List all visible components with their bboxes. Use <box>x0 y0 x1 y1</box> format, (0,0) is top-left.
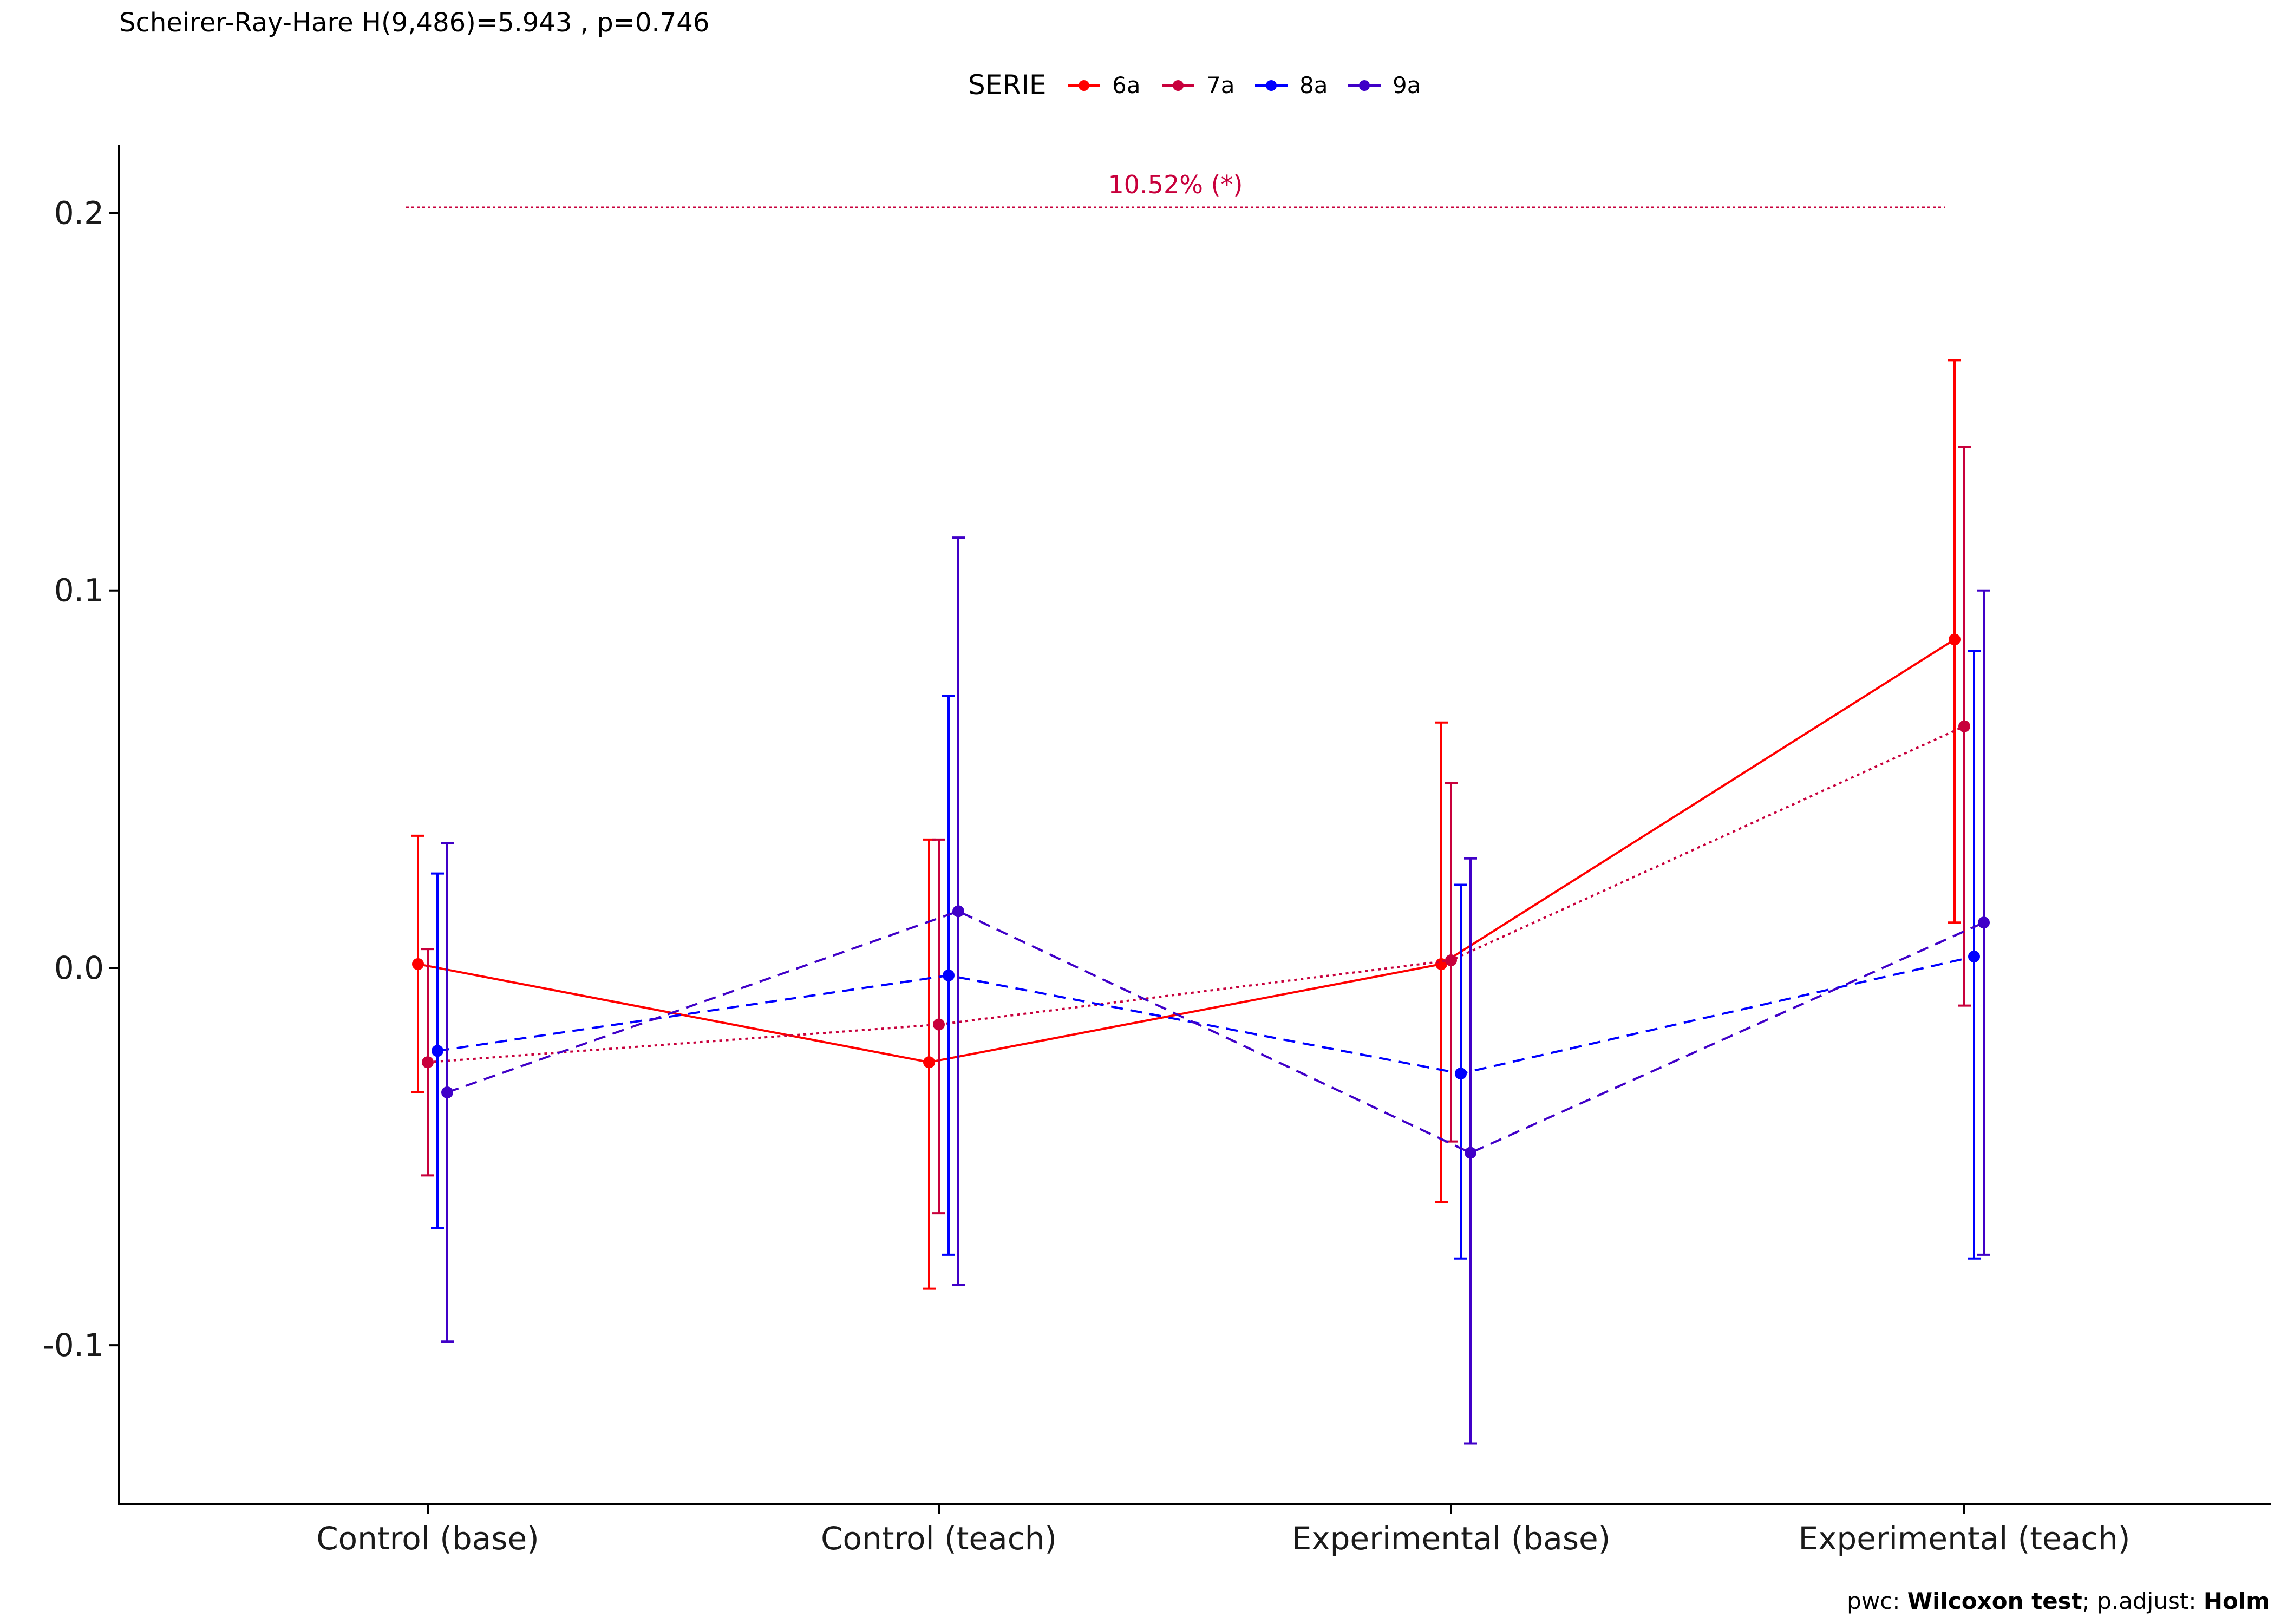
legend-label: 6a <box>1112 72 1140 99</box>
data-point <box>1465 1147 1476 1159</box>
data-point <box>1958 720 1970 732</box>
x-tick-label: Control (teach) <box>821 1520 1057 1557</box>
data-point <box>933 1018 945 1031</box>
chart-subtitle: Scheirer-Ray-Hare H(9,486)=5.943 , p=0.7… <box>119 8 709 38</box>
y-tick-label: -0.1 <box>43 1327 104 1364</box>
x-tick-label: Control (base) <box>316 1520 539 1557</box>
caption-test: Wilcoxon test <box>1907 1588 2082 1614</box>
series-6a <box>411 359 1961 1290</box>
caption-prefix: pwc: <box>1847 1588 1907 1614</box>
legend-label: 8a <box>1299 72 1328 99</box>
legend-label: 7a <box>1206 72 1234 99</box>
axes: -0.1 0.0 0.1 0.2 Control (base) Control (teac… <box>43 145 2271 1557</box>
legend-key-point <box>1359 80 1370 91</box>
legend-item-6a: 6a <box>1068 72 1140 99</box>
legend-key-point <box>1079 80 1089 91</box>
legend-item-8a: 8a <box>1255 72 1328 99</box>
data-point <box>441 1086 453 1099</box>
data-point <box>923 1056 935 1069</box>
legend-item-9a: 9a <box>1348 72 1421 99</box>
data-point <box>422 1056 434 1069</box>
caption: pwc: Wilcoxon test; p.adjust: Holm <box>1847 1588 2270 1614</box>
caption-middle: ; p.adjust: <box>2082 1588 2204 1614</box>
y-tick-label: 0.2 <box>54 195 104 232</box>
significance-label: 10.52% (*) <box>1108 170 1243 199</box>
legend-label: 9a <box>1393 72 1421 99</box>
legend: SERIE 6a 7a 8a 9a <box>968 69 1421 101</box>
caption-method: Holm <box>2204 1588 2270 1614</box>
legend-key-point <box>1266 80 1277 91</box>
series-layer <box>411 359 1990 1445</box>
data-point <box>1445 954 1457 966</box>
data-point <box>943 969 955 981</box>
legend-key-point <box>1173 80 1184 91</box>
data-point <box>1949 633 1961 646</box>
data-point <box>1978 916 1990 929</box>
data-point <box>1455 1068 1467 1080</box>
data-point <box>1968 951 1980 963</box>
series-line <box>417 638 1956 1064</box>
series-line <box>447 910 1984 1154</box>
series-line <box>437 955 1975 1075</box>
data-point <box>432 1045 443 1057</box>
x-tick-label: Experimental (teach) <box>1798 1520 2130 1557</box>
data-point <box>412 958 424 970</box>
annotations: 10.52% (*) <box>406 170 1945 208</box>
legend-item-7a: 7a <box>1162 72 1234 99</box>
series-8a <box>431 650 1981 1260</box>
legend-title: SERIE <box>968 69 1046 101</box>
data-point <box>952 905 964 918</box>
series-9a <box>441 536 1990 1445</box>
y-tick-label: 0.0 <box>54 949 104 986</box>
series-7a <box>421 446 1971 1215</box>
x-tick-label: Experimental (base) <box>1292 1520 1611 1557</box>
y-tick-label: 0.1 <box>54 572 104 609</box>
